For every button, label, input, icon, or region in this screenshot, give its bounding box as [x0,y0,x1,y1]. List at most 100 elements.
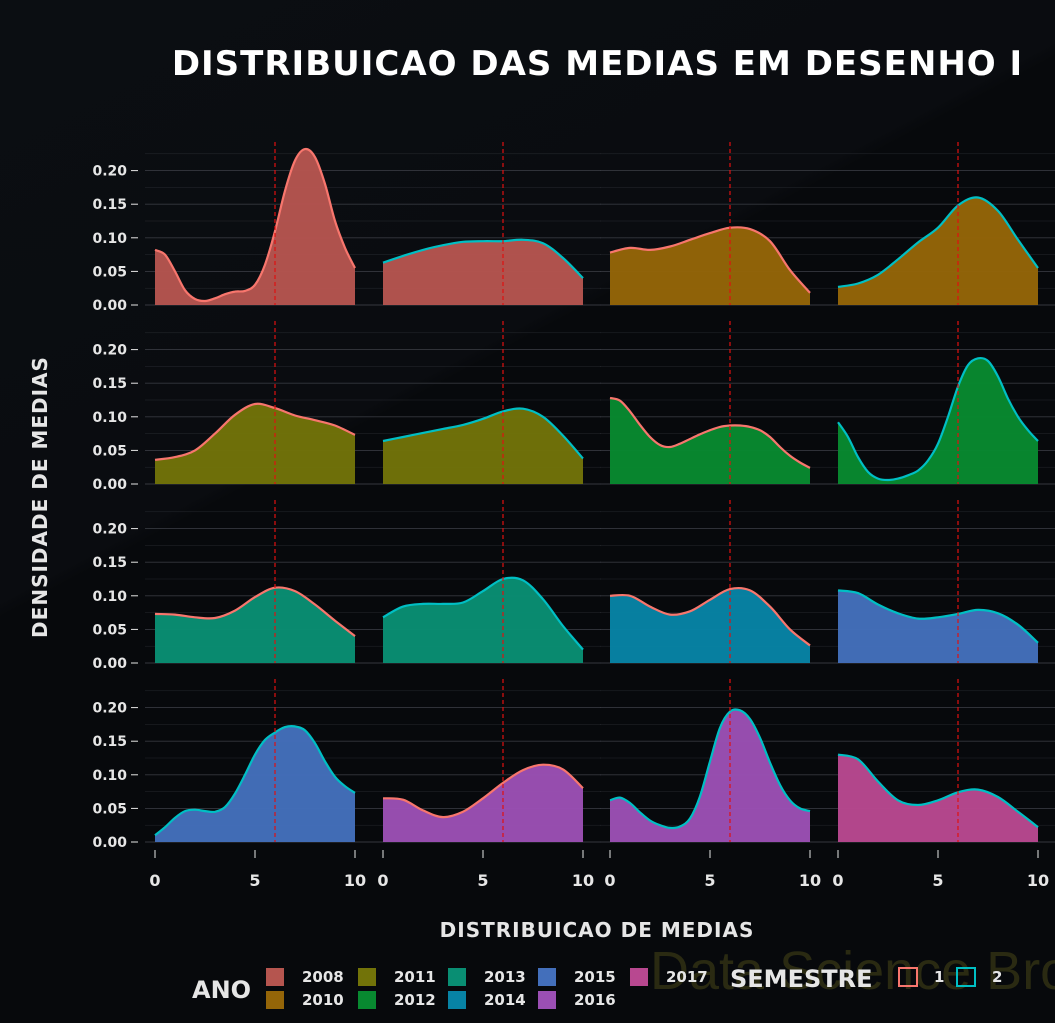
legend-item-ano-2014: 2014 [448,990,526,1010]
y-tick-label: 0.15 [92,197,127,213]
y-tick-label: 0.15 [92,376,127,392]
y-tick-label: 0.05 [92,622,127,638]
y-tick-label: 0.00 [92,656,127,672]
y-tick-label: 0.10 [92,231,127,247]
x-tick-label: 10 [1027,871,1049,890]
density-curve-2011-s1 [154,402,356,461]
y-tick-label: 0.05 [92,443,127,459]
density-area-2014-s1 [610,588,810,663]
density-curve-2013-s1 [154,586,356,637]
density-curve-2014-s2 [837,589,1039,644]
x-tick-label: 10 [799,871,821,890]
y-tick-label: 0.05 [92,264,127,280]
density-curve-2016-s1 [382,763,584,819]
y-tick-label: 0.10 [92,589,127,605]
legend-label: 2010 [302,991,344,1009]
y-tick-label: 0.00 [92,298,127,314]
legend-label: 2015 [574,968,616,986]
x-tick-label: 10 [344,871,366,890]
density-area-2016-s1 [383,764,583,842]
density-curve-2017-s2 [837,753,1039,829]
legend-label: 2014 [484,991,526,1009]
legend-label: 2 [992,968,1003,986]
density-curve-2011-s2 [382,407,584,460]
y-tick-label: 0.00 [92,835,127,851]
density-area-2017-s2 [838,754,1038,842]
y-tick-label: 0.00 [92,477,127,493]
legend-label: 2008 [302,968,344,986]
watermark-text: Data Science Broon [650,941,1055,1001]
density-curve-2013-s2 [382,576,584,651]
legend-item-ano-2011: 2011 [358,967,436,987]
legend-key-swatch [266,968,284,986]
legend-label: 2012 [394,991,436,1009]
density-area-2011-s1 [155,403,355,484]
density-area-2014-s2 [838,590,1038,663]
density-area-2008-s1 [155,149,355,305]
density-curve-2012-s2 [837,356,1039,482]
legend-key-swatch [448,968,466,986]
x-axis-label: DISTRIBUICAO DE MEDIAS [439,918,755,942]
y-tick-label: 0.20 [92,701,127,717]
legend-key-swatch [448,991,466,1009]
legend-item-ano-2010: 2010 [266,990,344,1010]
density-area-2010-s1 [610,227,810,305]
x-tick-label: 5 [704,871,715,890]
x-tick-label: 0 [377,871,388,890]
y-tick-label: 0.15 [92,555,127,571]
density-area-2012-s2 [838,358,1038,484]
density-area-2015-s2 [155,726,355,842]
y-tick-label: 0.20 [92,164,127,180]
density-curve-2012-s1 [609,396,811,469]
legend-key-swatch [266,991,284,1009]
y-tick-label: 0.15 [92,734,127,750]
y-tick-label: 0.20 [92,522,127,538]
legend-label: 2017 [666,968,708,986]
y-tick-label: 0.05 [92,801,127,817]
x-tick-label: 5 [932,871,943,890]
legend-key-swatch [538,968,556,986]
density-area-2013-s2 [383,577,583,663]
legend-key-swatch [358,991,376,1009]
y-tick-label: 0.10 [92,410,127,426]
legend-ano-title: ANO [192,976,252,1004]
x-tick-label: 5 [477,871,488,890]
legend-key-outline [956,967,976,987]
legend-item-ano-2008: 2008 [266,967,344,987]
legend-semestre-title: SEMESTRE [730,965,873,993]
legend-item-ano-2013: 2013 [448,967,526,987]
legend-item-semestre-1: 1 [898,967,944,987]
legend-item-semestre-2: 2 [956,967,1002,987]
legend-label: 2011 [394,968,436,986]
y-tick-label: 0.10 [92,768,127,784]
legend-key-swatch [358,968,376,986]
legend-label: 1 [934,968,945,986]
density-curve-2014-s1 [609,586,811,647]
x-tick-label: 0 [149,871,160,890]
chart-title: DISTRIBUICAO DAS MEDIAS EM DESENHO I [171,44,1024,84]
density-curve-2010-s2 [837,196,1039,288]
legend-item-ano-2016: 2016 [538,990,616,1010]
density-curve-2015-s2 [154,725,356,837]
x-tick-label: 10 [572,871,594,890]
density-curve-2016-s2 [609,708,811,830]
legend-key-swatch [538,991,556,1009]
x-tick-label: 5 [249,871,260,890]
legend-key-outline [898,967,918,987]
legend-key-swatch [630,968,648,986]
density-area-2011-s2 [383,408,583,484]
legend-item-ano-2012: 2012 [358,990,436,1010]
legend-label: 2016 [574,991,616,1009]
density-area-2008-s2 [383,239,583,305]
x-tick-label: 0 [832,871,843,890]
density-area-2016-s2 [610,709,810,842]
density-curve-2008-s1 [154,147,356,303]
density-area-2010-s2 [838,197,1038,305]
legend-item-ano-2015: 2015 [538,967,616,987]
legend-label: 2013 [484,968,526,986]
y-tick-label: 0.20 [92,343,127,359]
density-curve-2010-s1 [609,226,811,294]
density-area-2013-s1 [155,587,355,663]
